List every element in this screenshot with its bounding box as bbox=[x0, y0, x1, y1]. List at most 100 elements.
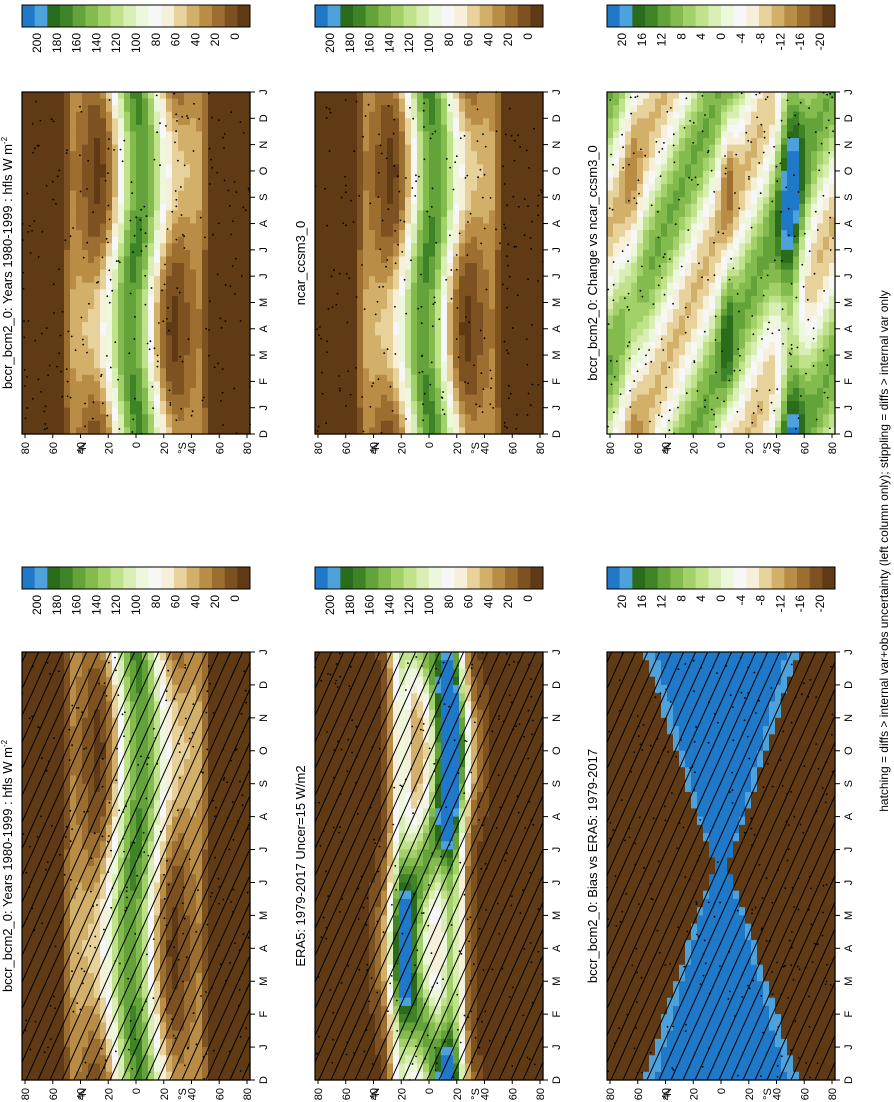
colorbar-tick-label: 20 bbox=[501, 595, 515, 609]
colorbar-swatch bbox=[822, 567, 836, 589]
month-tick-label: J bbox=[258, 273, 270, 279]
month-tick-label: A bbox=[258, 219, 270, 227]
month-tick-label: S bbox=[843, 194, 855, 201]
colorbar-swatch bbox=[530, 567, 544, 589]
month-tick-label: J bbox=[843, 247, 855, 253]
month-tick-label: D bbox=[843, 681, 855, 689]
colorbar-swatch bbox=[771, 5, 785, 27]
hemisphere-s: °S bbox=[177, 442, 189, 454]
colorbar-swatch bbox=[733, 567, 747, 589]
colorbar-tick-label: 0 bbox=[521, 595, 535, 602]
colorbar-swatch bbox=[746, 5, 760, 27]
colorbar-tick-label: 140 bbox=[89, 595, 103, 615]
heatmap-cells bbox=[22, 652, 251, 1081]
colorbar-swatch bbox=[492, 5, 506, 27]
month-tick-label: D bbox=[843, 430, 855, 438]
lat-tick-label: 60 bbox=[214, 442, 226, 454]
month-tick-label: D bbox=[258, 681, 270, 689]
colorbar-tick-label: 60 bbox=[169, 595, 183, 609]
lat-tick-label: 40 bbox=[369, 442, 381, 454]
colorbar-swatch bbox=[467, 5, 480, 27]
colorbar-tick-label: 200 bbox=[30, 595, 44, 615]
hemisphere-n: °N bbox=[77, 1088, 89, 1100]
colorbar-swatch bbox=[632, 5, 646, 27]
colorbar-swatch bbox=[733, 5, 747, 27]
lat-tick-label: 60 bbox=[799, 442, 811, 454]
colorbar-tick-label: -8 bbox=[754, 33, 768, 44]
month-tick-label: D bbox=[258, 1076, 270, 1084]
colorbar-tick-label: -16 bbox=[793, 33, 807, 51]
month-tick-label: D bbox=[258, 430, 270, 438]
colorbar-swatch bbox=[809, 567, 823, 589]
colorbar-tick-label: 120 bbox=[402, 595, 416, 615]
colorbar-swatch bbox=[161, 567, 175, 589]
footnote: hatching = diffs > internal var+obs unce… bbox=[877, 290, 891, 812]
month-tick-label: A bbox=[258, 944, 270, 952]
lat-tick-label: 0 bbox=[716, 1088, 728, 1094]
month-ticks: D J F M A M J J A S O N D J bbox=[835, 89, 855, 438]
lat-tick-label: 80 bbox=[605, 442, 617, 454]
colorbar-swatch bbox=[353, 567, 366, 589]
colorbar-tick-label: 180 bbox=[50, 33, 64, 53]
month-tick-label: J bbox=[258, 1044, 270, 1050]
colorbar-tick-label: 40 bbox=[481, 595, 495, 609]
colorbar-swatch bbox=[657, 5, 671, 27]
lat-tick-label: 60 bbox=[48, 442, 60, 454]
colorbar-swatch bbox=[98, 5, 111, 27]
month-tick-label: F bbox=[258, 378, 270, 385]
colorbar-swatch bbox=[212, 567, 225, 589]
lat-tick-label: 60 bbox=[507, 1088, 519, 1100]
colorbar-swatch bbox=[174, 5, 187, 27]
lat-tick-label: 80 bbox=[827, 1088, 839, 1100]
colorbar-swatch bbox=[315, 567, 328, 589]
hatching bbox=[315, 652, 543, 1080]
colorbar-swatch bbox=[378, 5, 392, 27]
month-tick-label: M bbox=[551, 911, 563, 920]
colorbar-swatch bbox=[186, 567, 200, 589]
month-tick-label: A bbox=[843, 944, 855, 952]
colorbar-swatch bbox=[759, 567, 772, 589]
month-tick-label: M bbox=[258, 977, 270, 986]
colorbar-tick-label: 160 bbox=[70, 33, 84, 53]
month-tick-label: A bbox=[258, 324, 270, 332]
month-tick-label: M bbox=[843, 350, 855, 359]
colorbar-tick-label: 60 bbox=[462, 33, 476, 47]
month-tick-label: O bbox=[843, 166, 855, 175]
colorbar: 200 180 160 140 120 100 80 60 40 20 0 bbox=[314, 566, 544, 615]
colorbar-tick-label: 80 bbox=[149, 33, 163, 47]
colorbar-swatch bbox=[60, 5, 73, 27]
colorbar-swatch bbox=[670, 5, 684, 27]
lat-tick-label: 80 bbox=[313, 442, 325, 454]
colorbar-swatch bbox=[123, 5, 137, 27]
panel-title: bccr_bcm2_0: Years 1980-1999 : hfls W m-… bbox=[0, 136, 15, 389]
lat-tick-label: 40 bbox=[661, 442, 673, 454]
month-tick-label: A bbox=[843, 812, 855, 820]
month-tick-label: J bbox=[258, 847, 270, 853]
panel-title: bccr_bcm2_0: Years 1980-1999 : hfls W m-… bbox=[0, 739, 15, 992]
month-tick-label: F bbox=[551, 1011, 563, 1018]
colorbar-swatch bbox=[683, 5, 696, 27]
stippling bbox=[314, 91, 544, 434]
lat-tick-label: 80 bbox=[827, 442, 839, 454]
lat-tick-label: 80 bbox=[242, 1088, 254, 1100]
colorbar-swatch bbox=[479, 5, 493, 27]
colorbar-swatch bbox=[607, 567, 620, 589]
colorbar-swatch bbox=[619, 5, 633, 27]
month-tick-label: S bbox=[843, 780, 855, 787]
lat-tick-label: 20 bbox=[159, 1088, 171, 1100]
colorbar-tick-label: 180 bbox=[343, 595, 357, 615]
month-tick-label: A bbox=[551, 944, 563, 952]
month-tick-label: J bbox=[258, 247, 270, 253]
colorbar-swatch bbox=[695, 567, 709, 589]
lat-tick-label: 40 bbox=[369, 1088, 381, 1100]
colorbar: 200 180 160 140 120 100 80 60 40 20 0 bbox=[21, 566, 251, 615]
colorbar-tick-label: -8 bbox=[754, 595, 768, 606]
colorbar-tick-label: 200 bbox=[323, 595, 337, 615]
month-tick-label: S bbox=[551, 780, 563, 787]
panel-title: bccr_bcm2_0: Bias vs ERA5: 1979-2017 bbox=[585, 749, 600, 983]
colorbar-swatch bbox=[353, 5, 366, 27]
month-tick-label: J bbox=[843, 847, 855, 853]
colorbar-tick-label: 4 bbox=[694, 33, 708, 40]
month-tick-label: M bbox=[843, 977, 855, 986]
